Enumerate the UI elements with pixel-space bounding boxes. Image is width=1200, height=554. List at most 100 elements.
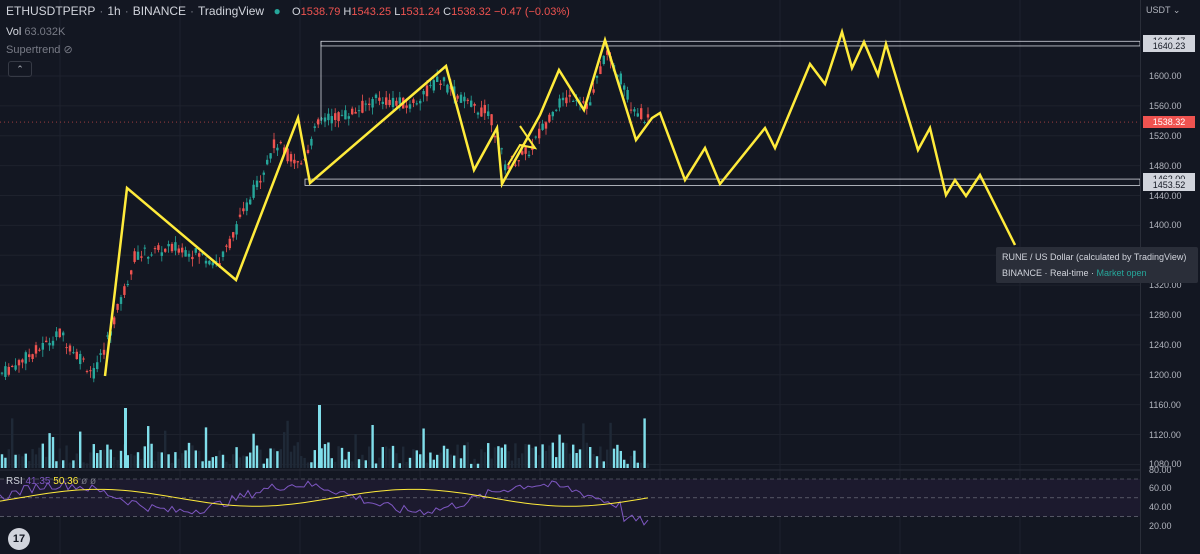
candle-body — [405, 105, 408, 108]
price-chart[interactable] — [0, 0, 1140, 554]
candle-body — [466, 99, 469, 101]
price-tag: 1453.52 — [1143, 179, 1195, 192]
volume-bars — [0, 405, 650, 468]
price-tick-label: 1320.00 — [1149, 280, 1182, 291]
candle-body — [313, 126, 316, 128]
volume-bar — [473, 458, 476, 468]
supertrend-indicator-legend[interactable]: Supertrend ⊘ — [6, 44, 73, 56]
candle-body — [368, 103, 371, 105]
volume-bar — [538, 455, 541, 468]
volume-bar — [368, 446, 371, 468]
candle-body — [385, 97, 388, 105]
candle-body — [412, 99, 415, 104]
volume-bar — [514, 443, 517, 468]
projection-arrow — [507, 125, 538, 166]
candle-body — [82, 358, 85, 360]
candle-body — [249, 199, 252, 205]
volume-bar — [592, 453, 595, 468]
volume-bar — [7, 449, 10, 468]
candle-body — [317, 119, 320, 125]
candle-body — [330, 116, 333, 124]
volume-bar — [48, 433, 51, 468]
volume-bar — [65, 445, 68, 468]
candle-body — [266, 159, 269, 165]
volume-bar — [286, 420, 289, 468]
volume-bar — [85, 463, 89, 468]
candle-body — [238, 214, 242, 217]
candle-body — [354, 111, 357, 114]
price-tick-label: 1440.00 — [1149, 190, 1182, 201]
candle-body — [160, 252, 163, 256]
volume-bar — [62, 460, 65, 468]
volume-bar — [429, 452, 432, 468]
volume-bar — [79, 431, 82, 468]
candle-body — [65, 347, 68, 349]
volume-bar — [449, 454, 452, 468]
volume-indicator-legend[interactable]: Vol 63.032K — [6, 26, 66, 38]
volume-bar — [82, 462, 85, 468]
candle-body — [592, 89, 595, 93]
volume-bar — [0, 454, 4, 468]
volume-bar — [194, 450, 197, 468]
symbol-name[interactable]: ETHUSDTPERP — [6, 4, 96, 18]
volume-bar — [616, 444, 619, 468]
candle-body — [221, 251, 225, 258]
candle-body — [194, 248, 197, 253]
collapse-legend-button[interactable]: ⌃ — [8, 61, 32, 77]
candle-body — [157, 245, 160, 250]
volume-bar — [646, 463, 650, 468]
candle-body — [99, 353, 102, 355]
candle-body — [473, 103, 476, 106]
currency-selector[interactable]: USDT ⌄ — [1146, 5, 1181, 15]
candle-body — [640, 108, 643, 120]
candle-body — [177, 248, 180, 253]
volume-bar — [58, 448, 61, 468]
volume-bar — [415, 450, 418, 468]
volume-bar — [262, 463, 265, 468]
candlesticks — [0, 45, 650, 383]
volume-bar — [572, 444, 575, 468]
candle-body — [269, 153, 272, 159]
volume-bar — [255, 445, 259, 468]
candle-body — [136, 251, 140, 260]
volume-bar — [398, 463, 401, 468]
rsi-tick-label: 20.00 — [1149, 521, 1172, 531]
volume-bar — [425, 462, 429, 468]
volume-bar — [643, 418, 646, 468]
volume-bar — [174, 452, 177, 468]
eye-hidden-icon[interactable]: ⊘ — [63, 44, 73, 56]
volume-bar — [337, 446, 340, 468]
volume-bar — [378, 457, 381, 468]
candle-body — [286, 148, 289, 162]
candle-body — [524, 146, 527, 154]
volume-bar — [313, 450, 316, 468]
candle-body — [629, 109, 633, 111]
candle-body — [551, 111, 554, 117]
candle-body — [102, 349, 106, 355]
candle-body — [58, 328, 61, 338]
volume-bar — [405, 461, 408, 468]
volume-bar — [629, 455, 633, 468]
volume-bar — [99, 450, 102, 468]
rsi-ma-line — [0, 488, 649, 507]
candle-body — [408, 104, 412, 109]
rsi-legend[interactable]: RSI 41.35 50.36 ø ø — [6, 476, 97, 487]
candle-body — [521, 151, 524, 155]
projection-line — [103, 27, 1017, 377]
volume-bar — [595, 456, 599, 468]
volume-bar — [187, 442, 191, 468]
price-tick-label: 1480.00 — [1149, 160, 1182, 171]
candle-body — [116, 303, 119, 310]
interval[interactable]: 1h — [107, 4, 121, 18]
volume-bar — [235, 447, 238, 468]
tradingview-logo[interactable]: 17 — [8, 528, 30, 550]
volume-bar — [303, 457, 306, 468]
candle-body — [374, 94, 378, 99]
volume-bar — [480, 449, 483, 468]
candle-body — [347, 116, 350, 119]
candle-body — [140, 256, 143, 258]
volume-bar — [164, 430, 167, 468]
candle-body — [507, 165, 510, 170]
candle-body — [150, 254, 153, 256]
candle-body — [215, 261, 218, 263]
